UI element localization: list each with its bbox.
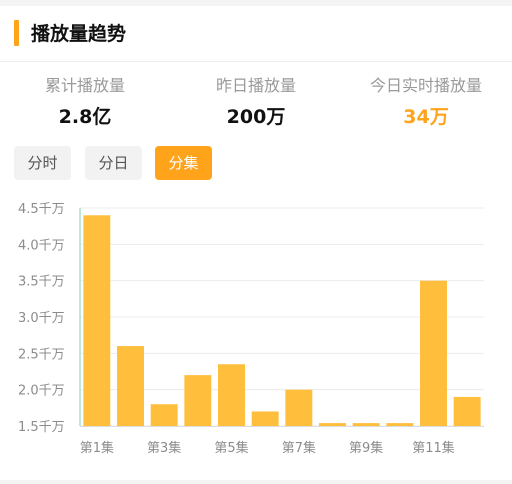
stat-today-label: 今日实时播放量 [369,76,482,95]
x-tick-label: 第1集 [80,440,114,456]
x-tick-label: 第3集 [147,440,181,456]
stats-row: 累计播放量 2.8亿 昨日播放量 200万 今日实时播放量 34万 [0,72,512,134]
x-tick-label: 第11集 [412,440,455,456]
bar [117,346,144,426]
bar [150,404,178,426]
bar [386,423,414,426]
x-tick-label: 第5集 [214,440,248,456]
bottom-spacer [0,480,512,484]
tab-by-episode[interactable]: 分集 [155,146,212,180]
stat-today-value: 34万 [403,106,449,128]
y-tick-label: 3.5千万 [18,275,65,290]
section-title: 播放量趋势 [31,23,127,45]
stat-yesterday: 昨日播放量 200万 [171,72,341,134]
x-tick-label: 第7集 [282,440,316,456]
y-tick-label: 4.0千万 [18,238,65,253]
y-tick-label: 3.0千万 [18,311,65,326]
y-tick-label: 2.0千万 [18,384,65,399]
bar [352,423,380,426]
bar [319,423,346,426]
y-tick-label: 2.5千万 [18,347,65,362]
header-divider [0,61,512,62]
y-tick-label: 1.5千万 [18,420,65,435]
stat-yesterday-value: 200万 [226,106,286,128]
bar [453,396,481,426]
header-accent-bar [14,20,19,46]
tab-hourly[interactable]: 分时 [14,146,71,180]
stat-total: 累计播放量 2.8亿 [0,72,170,134]
section-header: 播放量趋势 [0,6,512,60]
y-tick-label: 4.5千万 [18,202,65,217]
stat-total-label: 累计播放量 [44,76,125,95]
bar [83,215,111,426]
bar [184,375,212,426]
x-tick-label: 第9集 [349,440,383,456]
bar [218,364,245,426]
stat-total-value: 2.8亿 [58,106,112,128]
stat-yesterday-label: 昨日播放量 [215,76,296,95]
tab-daily[interactable]: 分日 [85,146,142,180]
bar [251,411,279,426]
bar [420,280,447,426]
stat-today: 今日实时播放量 34万 [341,72,511,134]
bar [285,389,313,426]
top-spacer [0,0,512,6]
